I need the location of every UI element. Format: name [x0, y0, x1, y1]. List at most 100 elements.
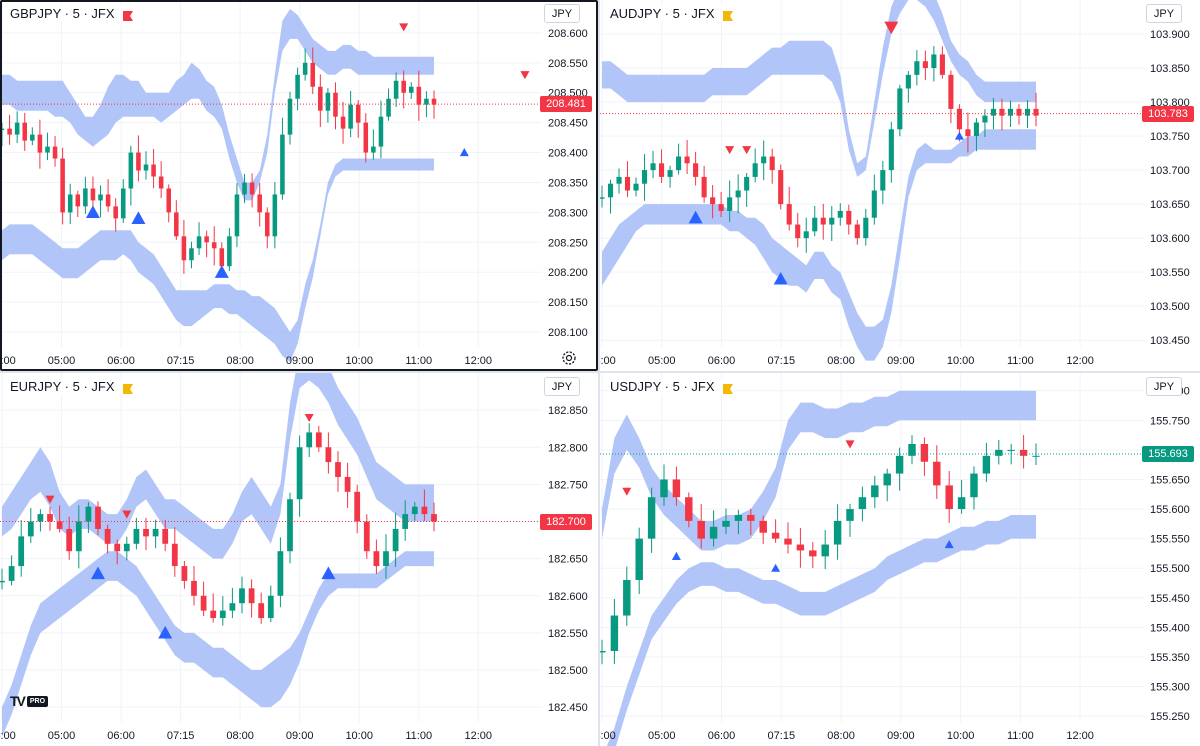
candles — [0, 47, 437, 274]
sell-signal-marker — [845, 440, 855, 449]
price-tick-label: 103.700 — [1150, 165, 1190, 177]
currency-unit-button[interactable]: JPY — [544, 4, 580, 23]
buy-signal-marker — [954, 131, 964, 140]
chart-canvas[interactable]: 155.800155.750155.700155.650155.600155.5… — [600, 373, 1200, 746]
symbol-title[interactable]: EURJPY · 5 · JFX — [8, 378, 134, 395]
symbol-title[interactable]: AUDJPY · 5 · JFX — [608, 5, 734, 22]
chart-canvas[interactable]: 208.600208.550208.500208.450208.400208.3… — [0, 0, 598, 371]
time-tick-label: 06:00 — [708, 730, 736, 742]
price-tick-label: 208.600 — [548, 28, 588, 40]
candle — [1007, 100, 1014, 128]
candle — [786, 186, 792, 231]
flag-icon[interactable] — [122, 9, 133, 21]
price-tick-label: 103.450 — [1150, 335, 1190, 347]
last-price-label: 155.693 — [1142, 446, 1194, 463]
price-tick-label: 208.550 — [548, 58, 588, 70]
candle — [820, 203, 826, 240]
candle — [52, 136, 58, 167]
time-axis[interactable]: 04:00 05:00 06:00 07:15 08:00 09:00 10:00 11:00… — [0, 355, 492, 367]
time-axis[interactable]: 04:00 05:00 06:00 07:15 08:00 09:00 10:00 11:00… — [600, 730, 1094, 742]
candle — [744, 173, 750, 207]
price-tick-label: 208.450 — [548, 118, 588, 130]
lower-band — [2, 158, 434, 362]
candle — [113, 198, 118, 232]
candle — [280, 117, 285, 200]
candle — [600, 639, 606, 665]
candle — [667, 165, 673, 188]
time-tick-label: 05:00 — [48, 355, 76, 367]
candle — [908, 435, 916, 465]
price-tick-label: 155.400 — [1150, 622, 1190, 634]
candle — [277, 537, 284, 608]
price-tick-label: 208.350 — [548, 177, 588, 189]
candle — [340, 101, 346, 144]
candle — [920, 437, 929, 476]
candle — [809, 542, 817, 569]
candle — [181, 219, 187, 274]
currency-unit-button[interactable]: JPY — [1146, 4, 1182, 23]
pane-divider-vertical[interactable] — [598, 0, 600, 746]
candle — [710, 185, 716, 219]
candle — [858, 486, 867, 522]
chart-pane-usdjpy[interactable]: 155.800155.750155.700155.650155.600155.5… — [600, 373, 1200, 746]
candle — [931, 46, 937, 82]
candle — [769, 148, 775, 184]
chart-canvas[interactable]: 182.850 182.800 182.750 182.700 182.650 182.6… — [0, 373, 598, 746]
candle — [143, 517, 149, 551]
time-tick-label: 07:15 — [167, 730, 195, 742]
candle — [607, 179, 614, 214]
buy-signal-marker — [671, 551, 681, 560]
lower-band — [606, 515, 1036, 746]
candles — [600, 46, 1039, 253]
price-tick-label: 182.800 — [548, 442, 588, 454]
time-tick-label: 04:00 — [0, 355, 16, 367]
time-tick-label: 11:00 — [405, 730, 432, 742]
price-tick-label: 208.100 — [548, 327, 588, 339]
candle — [47, 506, 53, 531]
last-price-label: 208.481 — [540, 96, 592, 113]
chart-pane-gbpjpy[interactable]: 208.600 208.550 208.500 208.450 208.400 208.3… — [0, 0, 598, 371]
sell-signal-marker — [884, 21, 899, 35]
chart-canvas[interactable]: 103.900103.850103.800103.750103.700103.6… — [600, 0, 1200, 371]
settings-gear-icon[interactable] — [560, 349, 578, 367]
candle — [258, 592, 265, 624]
flag-icon[interactable] — [722, 382, 733, 394]
currency-unit-button[interactable]: JPY — [1146, 377, 1182, 396]
chart-pane-audjpy[interactable]: 103.900 103.850 103.800 103.750 103.700 103.6… — [600, 0, 1200, 371]
candle — [239, 576, 245, 614]
symbol-title[interactable]: GBPJPY · 5 · JFX — [8, 5, 134, 22]
candle — [85, 502, 92, 533]
candle — [355, 99, 361, 138]
time-axis[interactable]: 04:00 05:00 06:00 07:15 08:00 09:00 10:00 11:00… — [600, 355, 1094, 367]
upper-band — [2, 9, 434, 201]
symbol-title-text: USDJPY · 5 · JFX — [610, 379, 715, 394]
candle — [778, 164, 784, 210]
time-axis[interactable]: 04:00 05:00 06:00 07:15 08:00 09:00 10:00 11:00… — [0, 730, 492, 742]
price-tick-label: 155.450 — [1150, 593, 1190, 605]
buy-signal-marker — [944, 540, 954, 549]
price-axis[interactable]: 103.900103.850103.800103.750103.700103.6… — [1150, 29, 1190, 347]
candle — [945, 471, 953, 523]
candle — [871, 174, 877, 225]
tradingview-logo[interactable]: TV PRO — [10, 693, 49, 709]
time-tick-label: 10:00 — [345, 355, 373, 367]
flag-icon[interactable] — [722, 9, 733, 21]
candle — [633, 177, 639, 197]
currency-unit-button[interactable]: JPY — [544, 377, 580, 396]
candle — [660, 464, 668, 507]
price-axis[interactable]: 155.800155.750155.700155.650155.600155.5… — [1150, 386, 1190, 723]
candle — [151, 149, 156, 189]
symbol-title[interactable]: USDJPY · 5 · JFX — [608, 378, 734, 395]
lower-band — [602, 129, 1036, 361]
symbol-title-text: AUDJPY · 5 · JFX — [610, 6, 715, 21]
flag-icon[interactable] — [122, 382, 133, 394]
candle — [383, 534, 389, 579]
time-tick-label: 11:00 — [1007, 730, 1034, 742]
price-axis[interactable]: 182.850182.800182.750182.700182.650182.6… — [548, 405, 588, 714]
candle — [883, 468, 891, 502]
price-axis[interactable]: 208.600208.550208.500208.450208.400208.3… — [548, 28, 588, 339]
candle — [939, 46, 945, 79]
chart-pane-eurjpy[interactable]: 182.850 182.800 182.750 182.700 182.650 182.6… — [0, 373, 598, 746]
candle — [709, 510, 718, 547]
pane-divider-horizontal[interactable] — [0, 371, 1200, 373]
